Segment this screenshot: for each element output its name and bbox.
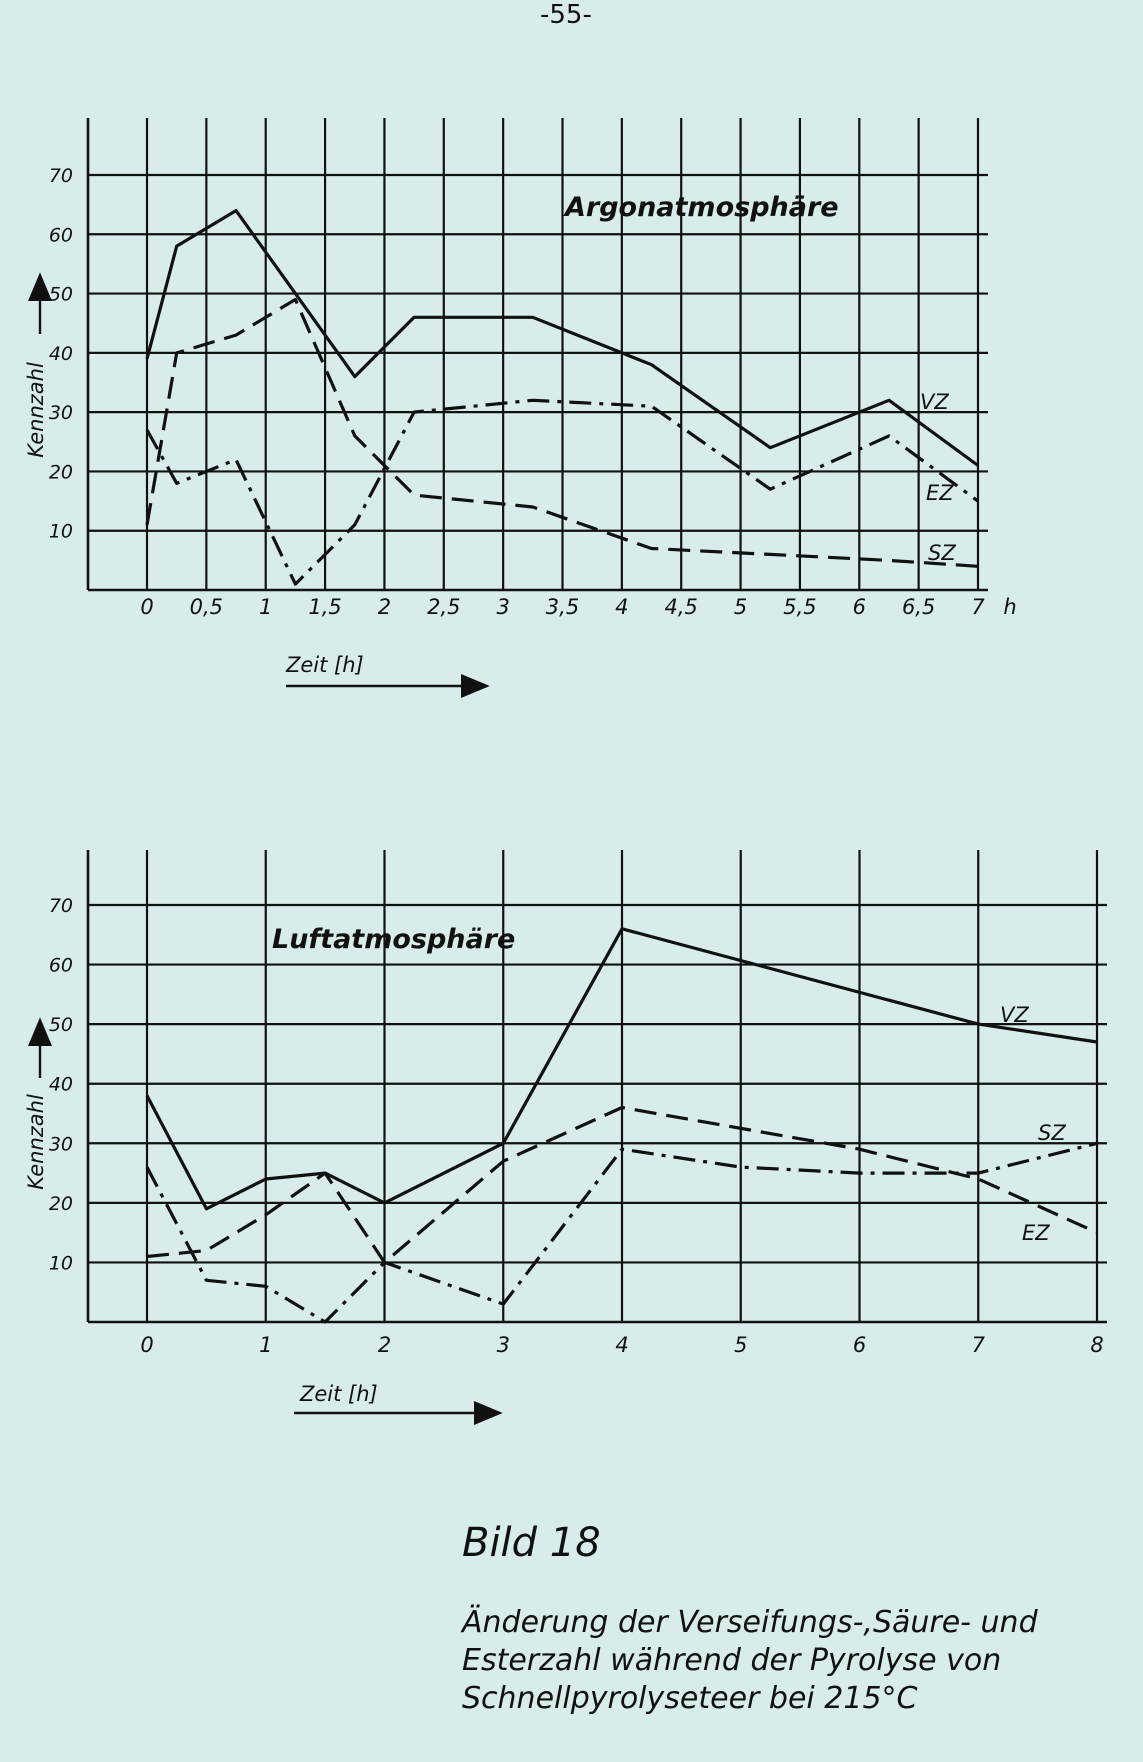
x-tick-label: 2 [378, 1333, 391, 1357]
x-tick-label: 4 [615, 1333, 628, 1357]
x-tick-label: 5 [734, 595, 747, 619]
chart-argon: 0 0,5 1 1,5 2 2,5 3 3,5 4 4,5 5 5,5 6 6,5 7 h 10 20 30 40 50… [24, 118, 1017, 698]
x-tick-label: 3,5 [546, 595, 579, 619]
series-line-vz [145, 927, 1098, 1211]
x-unit-label: h [1003, 595, 1016, 619]
y-tick-label: 60 [49, 224, 73, 246]
x-tick-label: 2,5 [427, 595, 460, 619]
page-number: -55- [540, 0, 592, 30]
y-tick-label: 50 [49, 1014, 73, 1036]
series-line-sz [145, 297, 979, 568]
x-tick-label: 3 [497, 1333, 510, 1357]
series-label-vz: VZ [1000, 1003, 1029, 1027]
series-line-ez [145, 398, 979, 586]
series-label-vz: VZ [920, 390, 949, 414]
series-label-ez: EZ [1022, 1221, 1050, 1245]
chart-title: Luftatmosphäre [272, 924, 515, 955]
x-tick-label: 6 [853, 1333, 866, 1357]
y-tick-label: 30 [49, 402, 73, 424]
x-tick-label: 0,5 [190, 595, 223, 619]
x-tick-label: 5 [734, 1333, 747, 1357]
y-tick-label: 10 [49, 1252, 73, 1274]
x-tick-label: 8 [1090, 1333, 1103, 1357]
series-line-vz [145, 209, 979, 467]
y-axis-label: Kennzahl [24, 1094, 48, 1190]
y-tick-label: 60 [49, 955, 73, 977]
x-tick-label: 0 [140, 595, 153, 619]
x-tick-label: 7 [972, 1333, 986, 1357]
x-tick-label: 7 [971, 595, 985, 619]
series-label-sz: SZ [928, 541, 956, 565]
y-tick-label: 20 [49, 461, 73, 483]
x-tick-label: 6 [853, 595, 866, 619]
x-tick-label: 6,5 [902, 595, 935, 619]
x-tick-label: 4 [615, 595, 628, 619]
x-tick-label: 4,5 [665, 595, 698, 619]
series-line-sz [145, 1141, 1098, 1324]
y-axis-label: Kennzahl [24, 362, 48, 458]
chart-title: Argonatmosphäre [563, 192, 839, 223]
x-tick-label: 1 [259, 595, 272, 619]
x-tick-label: 0 [140, 1333, 153, 1357]
y-tick-label: 70 [49, 165, 73, 187]
x-axis-label: Zeit [h] [285, 653, 364, 677]
y-tick-label: 50 [49, 284, 73, 306]
x-tick-label: 3 [496, 595, 509, 619]
chart-luft: 0 1 2 3 4 5 6 7 8 10 20 30 40 50 60 70 Zeit [h] Kennzahl L… [24, 850, 1107, 1425]
series-label-ez: EZ [926, 481, 954, 505]
x-tick-label: 1,5 [308, 595, 341, 619]
y-tick-label: 30 [49, 1133, 73, 1155]
x-axis-label: Zeit [h] [299, 1382, 378, 1406]
x-tick-label: 2 [378, 595, 391, 619]
x-tick-label: 1 [259, 1333, 272, 1357]
series-label-sz: SZ [1038, 1121, 1066, 1145]
caption-title: Bild 18 [462, 1520, 601, 1566]
y-tick-label: 20 [49, 1193, 73, 1215]
y-tick-label: 10 [49, 521, 73, 543]
y-tick-label: 40 [49, 343, 73, 365]
y-tick-label: 40 [49, 1074, 73, 1096]
y-tick-label: 70 [49, 895, 73, 917]
series-line-ez [146, 1105, 1098, 1265]
caption-text: Änderung der Verseifungs-,Säure- und Est… [462, 1605, 1038, 1716]
x-tick-label: 5,5 [783, 595, 816, 619]
